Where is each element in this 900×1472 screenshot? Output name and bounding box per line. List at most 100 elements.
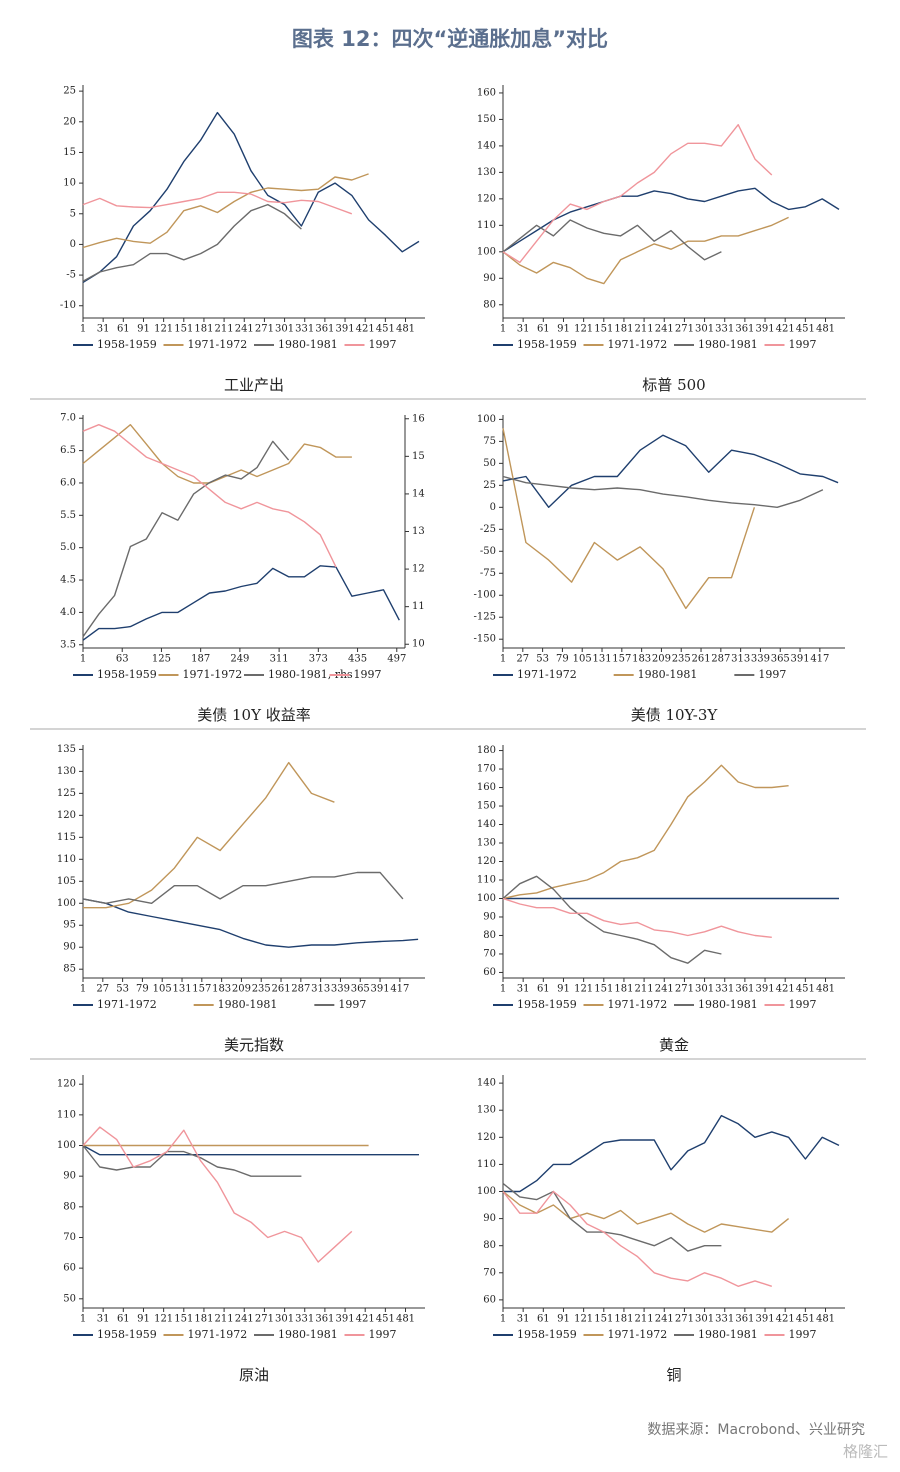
chart-title: 铜: [666, 1366, 681, 1384]
x-tick-label: 91: [137, 1314, 150, 1325]
y-tick-label: 100: [57, 898, 76, 909]
x-tick-label: 27: [96, 984, 109, 995]
series-line: [83, 761, 335, 909]
series-line: [82, 1145, 302, 1177]
series-line: [502, 187, 840, 253]
y-tick-label: 7.0: [60, 413, 76, 424]
series-line: [502, 1182, 722, 1252]
y-tick-label: 120: [477, 193, 496, 204]
y-tick-label: 60: [63, 1263, 76, 1274]
y-tick-label: -100: [474, 590, 496, 601]
series-line: [82, 191, 353, 215]
y-tick-label: 180: [477, 745, 496, 756]
y-tick-label: 100: [477, 414, 496, 425]
x-tick-label: 61: [537, 1314, 550, 1325]
x-tick-label: 211: [635, 984, 654, 995]
x-tick-label: 421: [776, 984, 795, 995]
y-tick-label: 50: [483, 458, 496, 469]
legend-label: 1997: [789, 1328, 817, 1341]
x-tick-label: 121: [154, 324, 173, 335]
y-tick-label: 80: [483, 930, 496, 941]
x-tick-label: 1: [80, 984, 86, 995]
y-tick-label: 150: [477, 801, 496, 812]
y-tick-label: 100: [477, 893, 496, 904]
series-line: [82, 424, 337, 568]
x-tick-label: 131: [172, 984, 191, 995]
series-line: [502, 897, 772, 938]
x-tick-label: 435: [348, 654, 367, 665]
legend-label: 1997: [338, 998, 366, 1011]
x-tick-label: 151: [594, 984, 613, 995]
x-tick-label: 121: [154, 1314, 173, 1325]
series-line: [502, 875, 722, 964]
x-tick-label: 451: [796, 984, 815, 995]
x-tick-label: 1: [500, 324, 506, 335]
y-tick-label: 100: [477, 1186, 496, 1197]
series-line: [82, 424, 352, 484]
chart-title: 美元指数: [224, 1036, 284, 1054]
y-tick-label: 25: [483, 480, 496, 491]
legend-label: 1971-1972: [97, 998, 157, 1011]
series-line: [82, 871, 404, 904]
y2-tick-label: 10: [412, 639, 425, 650]
y-tick-label: 120: [477, 856, 496, 867]
x-tick-label: 331: [715, 984, 734, 995]
x-tick-label: 31: [517, 324, 530, 335]
y-tick-label: 120: [57, 810, 76, 821]
x-tick-label: 339: [331, 984, 350, 995]
x-tick-label: 1: [500, 1314, 506, 1325]
y-tick-label: 140: [477, 1078, 496, 1089]
x-tick-label: 481: [816, 1314, 835, 1325]
x-tick-label: 209: [232, 984, 251, 995]
chart-title: 黄金: [659, 1036, 689, 1054]
legend-label: 1980-1981: [698, 1328, 758, 1341]
y-tick-label: 150: [477, 114, 496, 125]
x-tick-label: 391: [335, 324, 354, 335]
x-tick-label: 241: [655, 324, 674, 335]
y-tick-label: 60: [483, 967, 496, 978]
x-tick-label: 313: [731, 654, 750, 665]
x-tick-label: 417: [390, 984, 409, 995]
y-tick-label: -50: [480, 546, 496, 557]
legend-label: 1971-1972: [183, 668, 243, 681]
legend-label: 1997: [789, 998, 817, 1011]
y2-tick-label: 16: [412, 413, 425, 424]
x-tick-label: 183: [632, 654, 651, 665]
x-tick-label: 181: [194, 1314, 213, 1325]
legend-label: 1997: [758, 668, 786, 681]
y2-tick-label: 11: [412, 601, 425, 612]
x-tick-label: 151: [174, 1314, 193, 1325]
x-tick-label: 151: [174, 324, 193, 335]
x-tick-label: 391: [335, 1314, 354, 1325]
y-tick-label: -75: [480, 568, 496, 579]
chart-title: 标普 500: [642, 376, 705, 394]
series-line: [82, 565, 400, 641]
x-tick-label: 79: [556, 654, 569, 665]
y-tick-label: 100: [477, 246, 496, 257]
x-tick-label: 301: [695, 1314, 714, 1325]
y-tick-label: 135: [57, 744, 76, 755]
x-tick-label: 391: [371, 984, 390, 995]
x-tick-label: 421: [776, 324, 795, 335]
x-tick-label: 361: [315, 1314, 334, 1325]
legend-label: 1980-1981: [278, 1328, 338, 1341]
y-tick-label: 80: [483, 299, 496, 310]
x-tick-label: 271: [675, 984, 694, 995]
legend-label: 1997: [789, 338, 817, 351]
figure-title: 图表 12：四次“逆通胀加息”对比: [292, 27, 608, 51]
x-tick-label: 365: [351, 984, 370, 995]
legend-label: 1958-1959: [517, 338, 577, 351]
series-line: [502, 764, 789, 900]
x-tick-label: 301: [695, 984, 714, 995]
y2-tick-label: 12: [412, 564, 425, 575]
x-tick-label: 481: [396, 1314, 415, 1325]
y-tick-label: 80: [483, 1240, 496, 1251]
x-tick-label: 187: [191, 654, 210, 665]
y-tick-label: 0: [490, 502, 496, 513]
x-tick-label: 211: [635, 324, 654, 335]
x-tick-label: 105: [573, 654, 592, 665]
x-tick-label: 361: [315, 324, 334, 335]
y-tick-label: 130: [477, 167, 496, 178]
x-tick-label: 121: [574, 324, 593, 335]
y-tick-label: 90: [63, 1171, 76, 1182]
